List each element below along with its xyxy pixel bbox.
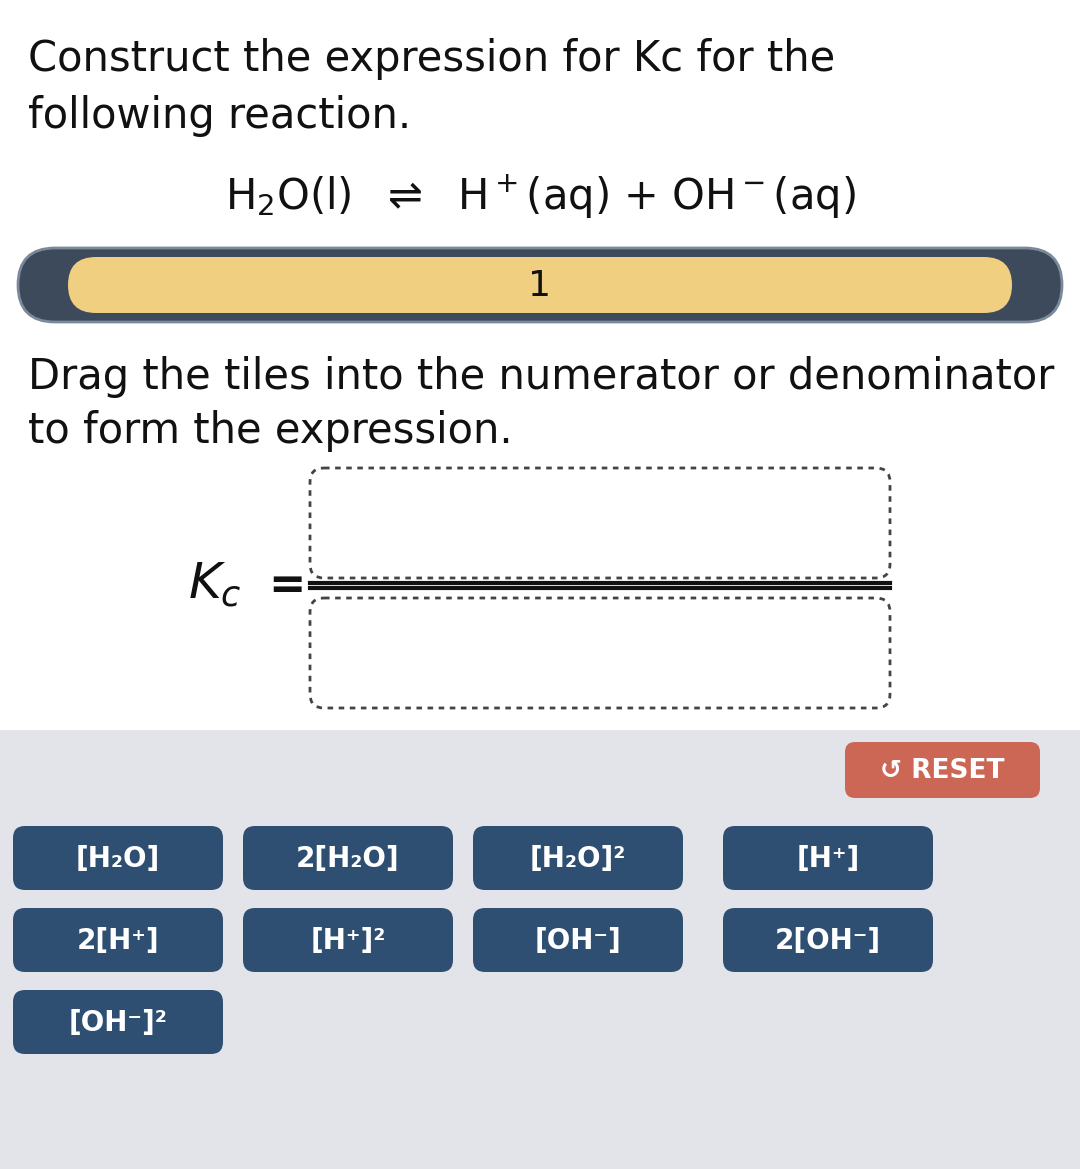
Text: H$_2$O(l)  $\rightleftharpoons$  H$^+$(aq) + OH$^-$(aq): H$_2$O(l) $\rightleftharpoons$ H$^+$(aq)…: [225, 172, 855, 220]
Text: 1: 1: [528, 269, 552, 303]
FancyBboxPatch shape: [68, 257, 1012, 313]
FancyBboxPatch shape: [243, 908, 453, 971]
FancyBboxPatch shape: [13, 908, 222, 971]
Text: 2[OH⁻]: 2[OH⁻]: [775, 927, 881, 955]
FancyBboxPatch shape: [845, 742, 1040, 798]
Text: [H⁺]: [H⁺]: [796, 845, 860, 873]
Text: to form the expression.: to form the expression.: [28, 410, 513, 452]
Text: $K_c$: $K_c$: [188, 561, 242, 609]
FancyBboxPatch shape: [473, 826, 683, 890]
Text: 2[H⁺]: 2[H⁺]: [77, 927, 160, 955]
Text: [H⁺]²: [H⁺]²: [310, 927, 386, 955]
FancyBboxPatch shape: [243, 826, 453, 890]
Text: [H₂O]²: [H₂O]²: [530, 845, 626, 873]
Bar: [0, 0, 1080, 729]
Text: =: =: [268, 563, 306, 607]
Text: 2[H₂O]: 2[H₂O]: [296, 845, 400, 873]
Text: ↺ RESET: ↺ RESET: [880, 758, 1004, 784]
FancyBboxPatch shape: [723, 826, 933, 890]
Bar: [0, 729, 1080, 1169]
Text: Construct the expression for Kc for the: Construct the expression for Kc for the: [28, 39, 835, 79]
FancyBboxPatch shape: [310, 599, 890, 708]
FancyBboxPatch shape: [723, 908, 933, 971]
FancyBboxPatch shape: [13, 826, 222, 890]
FancyBboxPatch shape: [18, 248, 1062, 321]
FancyBboxPatch shape: [13, 990, 222, 1054]
Text: [OH⁻]: [OH⁻]: [535, 927, 621, 955]
Text: following reaction.: following reaction.: [28, 95, 411, 137]
Text: [OH⁻]²: [OH⁻]²: [68, 1009, 167, 1037]
Text: [H₂O]: [H₂O]: [76, 845, 160, 873]
FancyBboxPatch shape: [473, 908, 683, 971]
FancyBboxPatch shape: [310, 468, 890, 577]
Text: Drag the tiles into the numerator or denominator: Drag the tiles into the numerator or den…: [28, 357, 1054, 397]
